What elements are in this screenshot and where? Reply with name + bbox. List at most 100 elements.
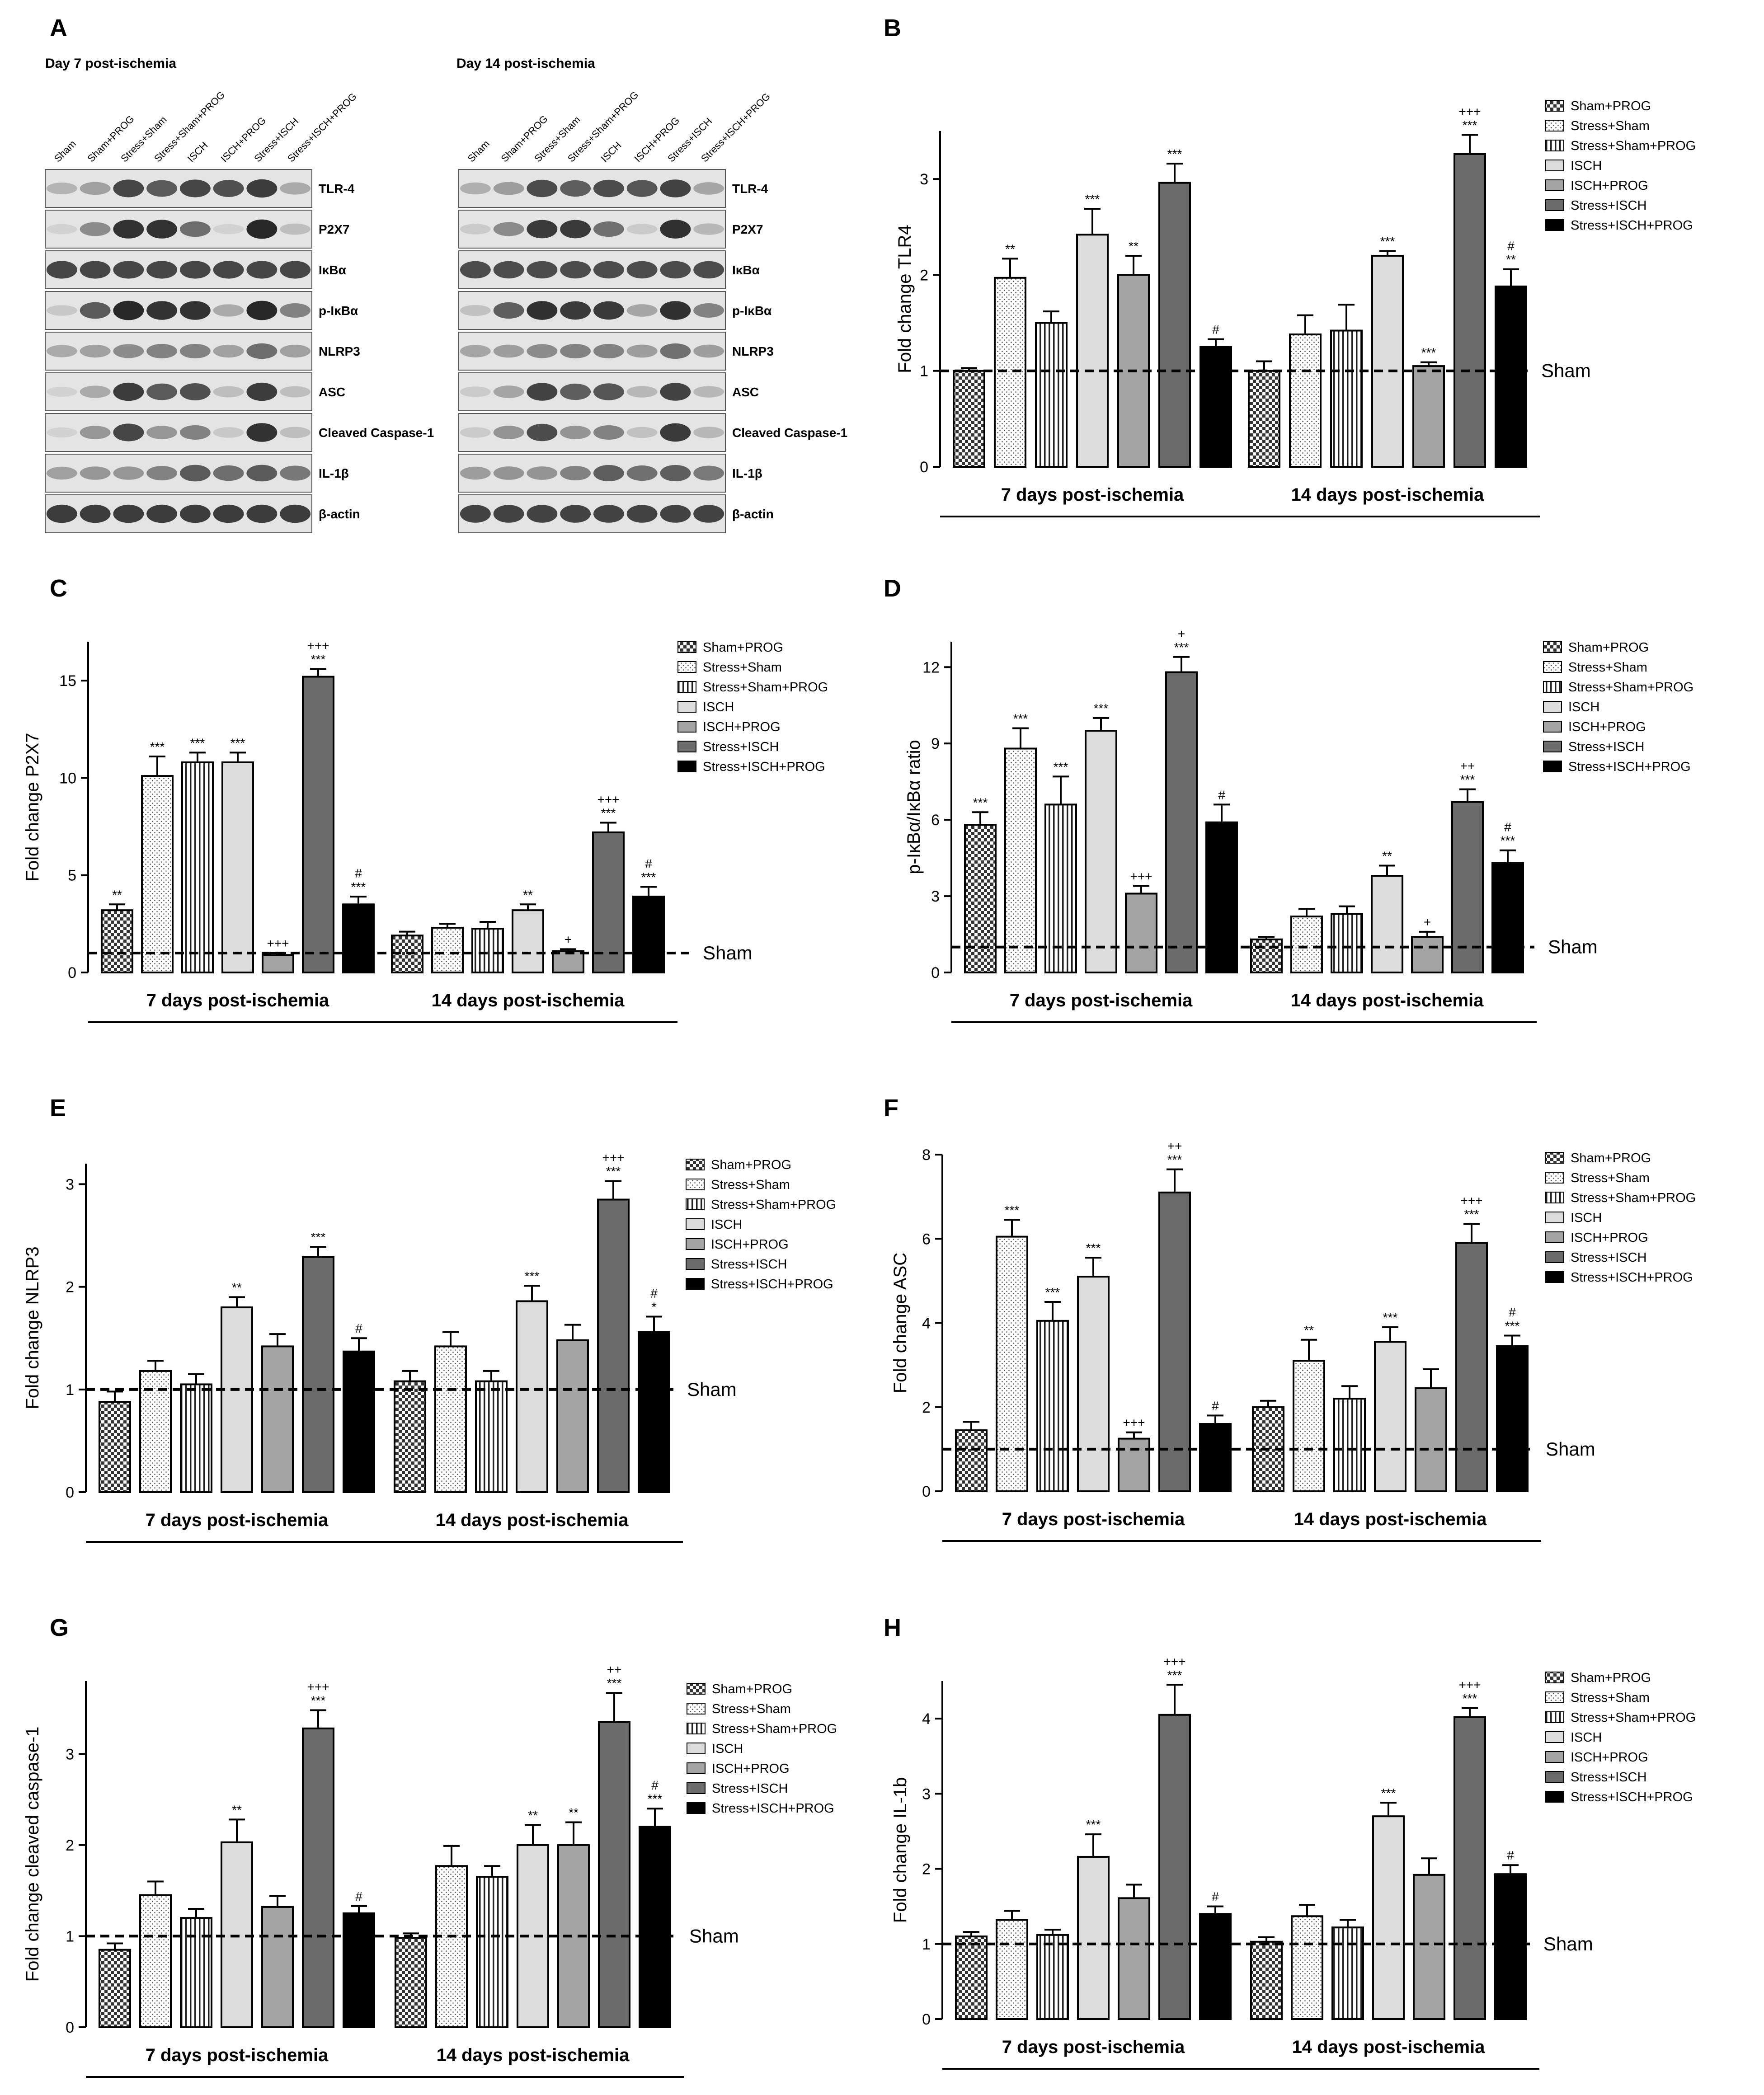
legend-label: Stress+Sham+PROG xyxy=(703,680,828,695)
blot-band xyxy=(280,465,311,481)
legend-swatch xyxy=(1545,1231,1564,1243)
blot-band xyxy=(493,505,524,523)
group-label: 7 days post-ischemia xyxy=(146,1510,329,1530)
legend-label: ISCH+PROG xyxy=(703,720,781,734)
group-label: 7 days post-ischemia xyxy=(146,2045,329,2065)
y-axis-label: Fold change TLR4 xyxy=(895,225,915,373)
blot-band xyxy=(660,301,691,320)
blot-protein-label: ASC xyxy=(732,385,759,399)
blot-band xyxy=(113,466,144,480)
blot-band xyxy=(560,344,591,358)
bar xyxy=(1250,1940,1283,2020)
blot-band xyxy=(660,505,691,523)
y-tick-label: 1 xyxy=(66,1381,74,1399)
legend-label: Stress+Sham xyxy=(703,660,782,675)
y-tick-label: 2 xyxy=(922,1399,931,1416)
blot-band xyxy=(460,505,491,523)
y-tick-label: 5 xyxy=(68,867,76,884)
bar xyxy=(512,909,544,974)
group-label: 14 days post-ischemia xyxy=(1291,991,1484,1010)
blot-band xyxy=(113,423,144,442)
legend-label: Sham+PROG xyxy=(1568,640,1649,655)
bar xyxy=(1411,936,1444,973)
blot-band xyxy=(693,427,724,438)
blot-group-day7: Day 7 post-ischemia xyxy=(45,56,176,71)
blot-band xyxy=(213,386,244,398)
blot-protein-label: p-IκBα xyxy=(319,304,358,318)
group-label: 14 days post-ischemia xyxy=(1292,2037,1486,2057)
blot-lane-label: ISCH xyxy=(185,140,210,164)
y-tick-label: 0 xyxy=(68,964,76,982)
western-blot-panel: A Day 7 post-ischemia Day 14 post-ischem… xyxy=(45,14,847,533)
blot-band xyxy=(280,303,311,318)
blot-band xyxy=(460,386,491,397)
legend: Sham+PROG Stress+Sham Stress+Sham+PROG ISCH… xyxy=(1545,1671,1696,1804)
significance-label: ** xyxy=(1129,239,1138,253)
blot-protein-label: IκBα xyxy=(732,263,760,277)
significance-label: *** xyxy=(1167,1153,1182,1167)
blot-band xyxy=(693,223,724,235)
blot-band xyxy=(113,382,144,401)
y-tick-label: 2 xyxy=(922,1861,931,1878)
significance-label: *** xyxy=(973,795,988,809)
legend-label: ISCH xyxy=(703,700,734,714)
legend-swatch xyxy=(1543,641,1562,653)
blot-band xyxy=(593,261,624,279)
legend-label: Stress+ISCH xyxy=(1571,1770,1646,1785)
legend: Sham+PROG Stress+Sham Stress+Sham+PROG ISCH… xyxy=(686,1158,836,1292)
blot-protein-label: IL-1β xyxy=(732,466,762,480)
significance-label: *** xyxy=(1383,1311,1398,1325)
bar xyxy=(434,1345,467,1494)
bar xyxy=(1331,913,1363,973)
bar xyxy=(516,1300,548,1493)
blot-band xyxy=(527,179,558,197)
blot-band xyxy=(46,305,77,316)
significance-label: ** xyxy=(232,1280,242,1294)
blot-band xyxy=(213,427,244,438)
blot-band xyxy=(560,466,591,480)
sham-label: Sham xyxy=(1548,936,1598,958)
blot-band xyxy=(460,182,491,195)
blot-band xyxy=(493,261,524,279)
significance-label: ** xyxy=(569,1805,579,1819)
significance-label: *** xyxy=(1421,346,1436,360)
bar xyxy=(1451,801,1484,973)
significance-label: # xyxy=(645,857,652,871)
blot-band xyxy=(560,426,591,439)
blot-band xyxy=(213,465,244,481)
y-axis-label: p-IκBα/IκBα ratio xyxy=(904,740,924,874)
blot-band xyxy=(626,224,658,235)
blot-band xyxy=(46,466,77,480)
bar xyxy=(1077,1855,1110,2020)
blot-band xyxy=(560,383,591,400)
bar xyxy=(394,1380,426,1493)
legend-swatch xyxy=(1545,140,1564,151)
bar xyxy=(1004,747,1037,973)
bar xyxy=(1455,1242,1488,1492)
bar xyxy=(1165,671,1198,973)
blot-band xyxy=(213,261,244,279)
legend-swatch xyxy=(1545,1672,1564,1683)
blot-band xyxy=(493,302,524,319)
bar xyxy=(1495,285,1527,468)
significance-label: # xyxy=(355,1321,362,1335)
legend-swatch xyxy=(1545,1192,1564,1203)
y-tick-label: 8 xyxy=(922,1146,931,1164)
legend-swatch xyxy=(1545,100,1564,112)
legend-label: Stress+Sham+PROG xyxy=(1571,1710,1696,1725)
group-label: 7 days post-ischemia xyxy=(1001,485,1184,505)
blot-protein-label: TLR-4 xyxy=(732,182,768,196)
legend-label: Stress+ISCH+PROG xyxy=(1568,760,1691,774)
y-tick-label: 0 xyxy=(66,2019,74,2036)
bar xyxy=(964,824,997,974)
blot-band xyxy=(80,222,111,236)
blot-band xyxy=(460,224,491,235)
blot-band xyxy=(626,505,658,523)
significance-label: *** xyxy=(311,1694,326,1708)
blot-band xyxy=(213,180,244,197)
y-tick-label: 0 xyxy=(920,459,928,476)
blot-band xyxy=(626,304,658,317)
bar xyxy=(180,1383,212,1493)
legend-swatch xyxy=(686,1159,705,1170)
blot-band xyxy=(527,423,558,442)
